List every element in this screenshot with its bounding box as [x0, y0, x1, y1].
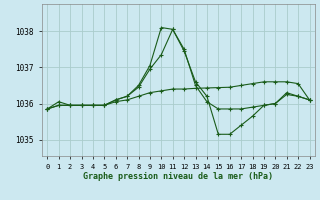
X-axis label: Graphe pression niveau de la mer (hPa): Graphe pression niveau de la mer (hPa): [84, 172, 273, 181]
